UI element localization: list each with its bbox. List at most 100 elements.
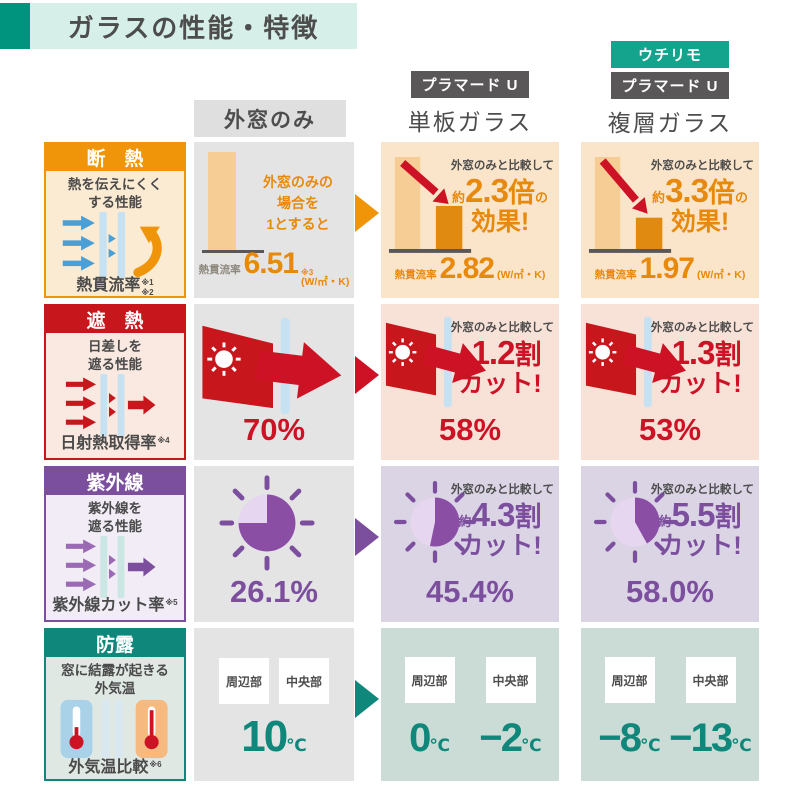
u-value: 2.82: [439, 252, 495, 285]
flow-arrow-insulation: [355, 194, 379, 232]
compare-note: 外窓のみと比較して: [650, 322, 754, 334]
uv-cut-value: 45.4%: [426, 574, 514, 609]
center-badge: 中央部: [485, 657, 536, 703]
brand-badge: プラマード U: [411, 71, 529, 98]
row-description: 紫外線を 遮る性能: [88, 501, 142, 535]
uv-block-icon: [46, 536, 184, 599]
column-label: 複層ガラス: [607, 110, 733, 136]
row-label-uv: 紫外線 紫外線を 遮る性能 紫外線カット率 ※5: [44, 466, 186, 622]
column-header-base: 外窓のみ: [194, 100, 346, 137]
heat-shield-icon: [46, 374, 184, 437]
series-badge: ウチリモ: [611, 41, 729, 68]
edge-badge: 周辺部: [604, 657, 655, 703]
cell-dew-single: 周辺部 0℃ 中央部 −2℃: [381, 628, 559, 781]
row-description: 日差しを 遮る性能: [88, 339, 142, 373]
sun-pie-icon: [593, 480, 677, 564]
flow-arrow-uv: [355, 518, 379, 556]
insulation-icon: [46, 212, 184, 279]
edge-badge: 周辺部: [219, 658, 269, 704]
effect-callout: 約2.3倍の 効果!: [452, 172, 548, 236]
cell-uv-base: 26.1%: [194, 466, 354, 622]
bar-comparison-chart: [588, 157, 672, 253]
cell-insulation-single: 外窓のみと比較して 約2.3倍の 効果! 熱貫流率 2.82 (W/㎡・K): [381, 142, 559, 298]
metric-value-line: 熱貫流率 1.97 (W/㎡・K): [594, 252, 746, 285]
row-label-insulation: 断 熱 熱を伝えにくく する性能 熱貫流率 ※1 ※2: [44, 142, 186, 298]
u-value: 6.51: [243, 246, 299, 280]
compare-note: 外窓のみと比較して: [650, 484, 754, 496]
cell-insulation-base: 外窓のみの 場合を 1とすると 熱貫流率 6.51 ※3 (W/㎡・K): [194, 142, 354, 298]
column-header-single-glass: プラマード U 単板ガラス: [381, 71, 559, 137]
brand-badge: プラマード U: [611, 72, 729, 99]
position-badges: 周辺部 中央部: [194, 658, 354, 704]
temperature-value: 10℃: [241, 712, 307, 761]
metric-label: 日射熱取得率 ※4: [60, 435, 170, 453]
compare-note: 外窓のみと比較して: [450, 484, 554, 496]
reference-bar: [208, 152, 236, 250]
cell-shading-single: 外窓のみと比較して 約1.2割 カット! 58%: [381, 304, 559, 460]
row-label-shading: 遮 熱 日差しを 遮る性能 日射熱取得率 ※4: [44, 304, 186, 460]
edge-temperature: 周辺部 0℃: [389, 628, 470, 781]
solar-gain-value: 58%: [438, 412, 502, 447]
title-accent-square: [0, 3, 30, 49]
sun-arrow-icon: [585, 316, 686, 408]
heat-flow-icon: [62, 212, 162, 279]
metric-value-line: 熱貫流率 2.82 (W/㎡・K): [394, 252, 546, 285]
cell-dew-double: 周辺部 −8℃ 中央部 −13℃: [581, 628, 759, 781]
metric-value-line: 熱貫流率 6.51 ※3 (W/㎡・K): [198, 246, 350, 288]
cell-shading-base: 70%: [194, 304, 354, 460]
center-badge: 中央部: [279, 658, 329, 704]
footnote-marks: ※6: [149, 760, 162, 770]
row-description: 熱を伝えにくく する性能: [67, 177, 163, 211]
footnote-marks: ※1 ※2: [141, 278, 154, 297]
sun-arrow-icon: [385, 316, 486, 408]
metric-label: 外気温比較 ※6: [68, 759, 162, 777]
metric-label: 熱貫流率 ※1 ※2: [76, 277, 154, 297]
sun-pie-icon: [219, 475, 315, 571]
page-title-text: ガラスの性能・特徴: [67, 12, 320, 43]
effect-callout: 約1.2割 カット!: [458, 334, 542, 398]
column-header-double-glass: ウチリモ プラマード U 複層ガラス: [581, 41, 759, 138]
cell-uv-single: 外窓のみと比較して 約4.3割 カット! 45.4%: [381, 466, 559, 622]
page-title: ガラスの性能・特徴: [30, 3, 357, 49]
effect-callout: 約1.3割 カット!: [658, 334, 742, 398]
row-title: 断 熱: [46, 144, 184, 171]
row-label-dew: 防露 窓に結露が起きる 外気温 外気温比較 ※6: [44, 628, 186, 781]
center-badge: 中央部: [685, 657, 736, 703]
effect-callout: 約3.3倍の 効果!: [652, 172, 748, 236]
sun-arrow-icon: [202, 317, 342, 415]
flow-arrow-shading: [355, 356, 379, 394]
center-temperature: 中央部 −2℃: [470, 628, 551, 781]
column-label: 単板ガラス: [407, 109, 533, 135]
bar-comparison-chart: [388, 157, 472, 253]
cell-shading-double: 外窓のみと比較して 約1.3割 カット! 53%: [581, 304, 759, 460]
solar-gain-value: 53%: [638, 412, 702, 447]
thermometer-icon: [46, 698, 184, 760]
metric-label: 紫外線カット率 ※5: [52, 597, 178, 615]
uv-cut-value: 26.1%: [230, 574, 318, 609]
compare-note: 外窓のみと比較して: [450, 160, 554, 172]
reference-caption: 外窓のみの 場合を 1とすると: [263, 174, 333, 232]
row-title: 遮 熱: [46, 306, 184, 333]
effect-callout: 約5.5割 カット!: [658, 496, 742, 560]
uv-cut-value: 58.0%: [626, 574, 714, 609]
solar-gain-value: 70%: [242, 412, 306, 447]
edge-badge: 周辺部: [404, 657, 455, 703]
center-temperature: 中央部 −13℃: [669, 628, 752, 781]
u-value: 1.97: [639, 252, 695, 285]
cell-insulation-double: 外窓のみと比較して 約3.3倍の 効果! 熱貫流率 1.97 (W/㎡・K): [581, 142, 759, 298]
chart-baseline: [202, 250, 264, 253]
compare-note: 外窓のみと比較して: [650, 160, 754, 172]
flow-arrow-dew: [355, 680, 379, 718]
row-title: 紫外線: [46, 468, 184, 495]
sun-pie-icon: [393, 480, 477, 564]
footnote-marks: ※4: [157, 436, 170, 446]
edge-temperature: 周辺部 −8℃: [589, 628, 670, 781]
sun-block-icon: [65, 374, 156, 437]
effect-callout: 約4.3割 カット!: [458, 496, 542, 560]
compare-note: 外窓のみと比較して: [450, 322, 554, 334]
cell-dew-base: 周辺部 中央部 10℃: [194, 628, 354, 781]
cell-uv-double: 外窓のみと比較して 約5.5割 カット! 58.0%: [581, 466, 759, 622]
row-description: 窓に結露が起きる 外気温: [61, 663, 169, 697]
uv-arrows-icon: [65, 536, 156, 599]
